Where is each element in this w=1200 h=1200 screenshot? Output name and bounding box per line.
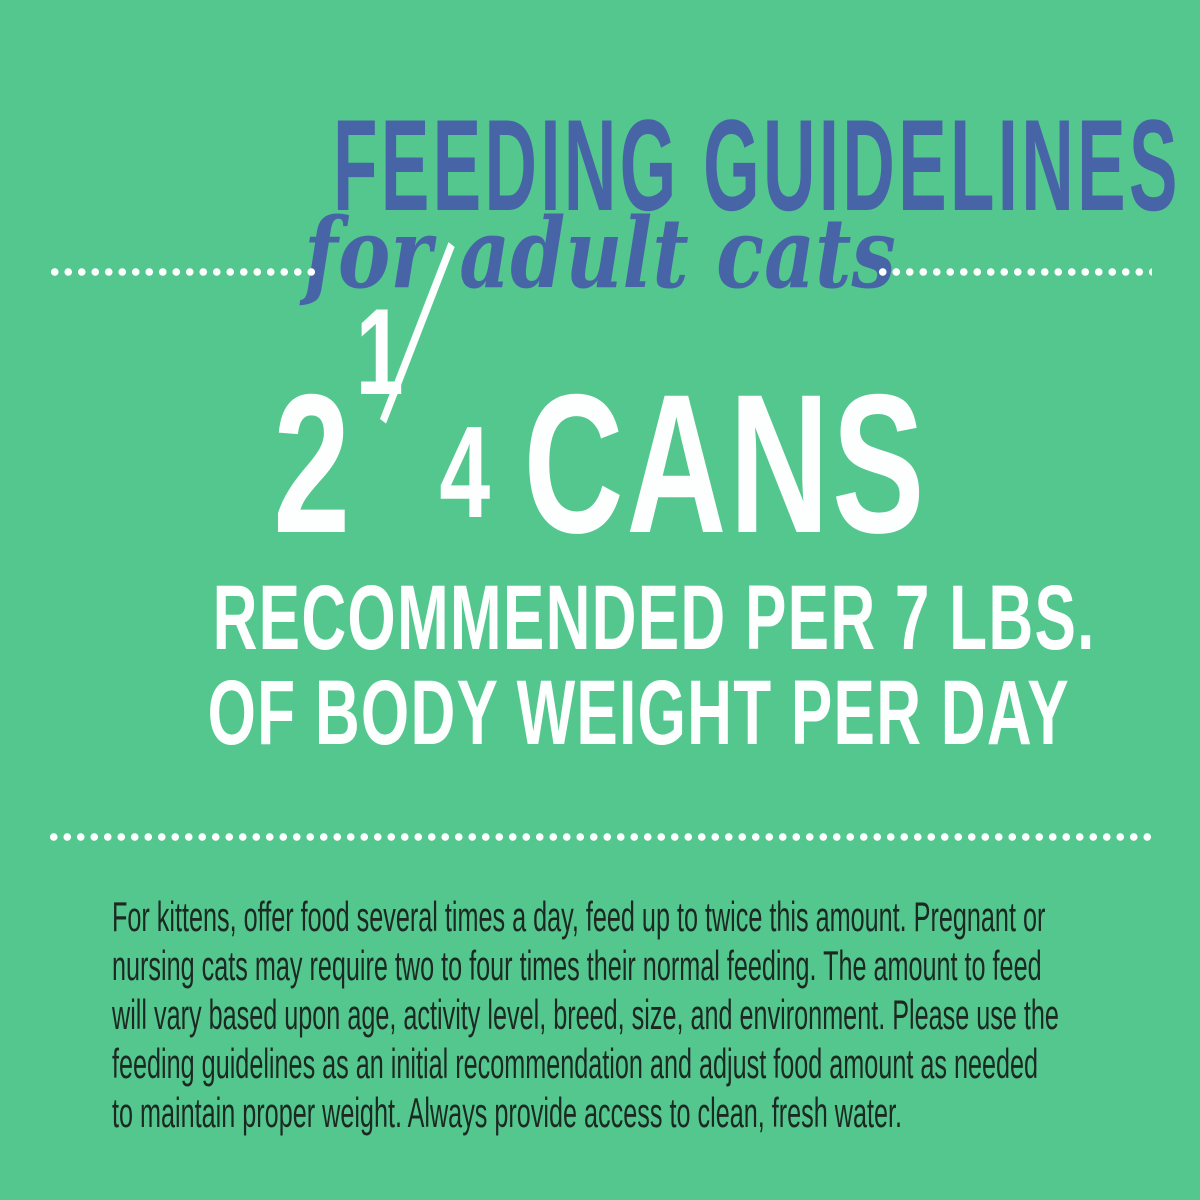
footnote-line: to maintain proper weight. Always provid…: [112, 1089, 903, 1136]
footnote-line: will vary based upon age, activity level…: [112, 991, 1059, 1038]
footnote-line: feeding guidelines as an initial recomme…: [112, 1040, 1039, 1087]
dotted-separator: [47, 833, 1153, 841]
footnote-line: nursing cats may require two to four tim…: [112, 942, 1042, 989]
dosage-detail-line-1: RECOMMENDED PER 7 LBS.: [212, 567, 1096, 669]
fraction-denominator: 4: [439, 399, 490, 546]
page-title-text: FEEDING GUIDELINES: [333, 92, 1181, 238]
footnote-line: For kittens, offer food several times a …: [112, 893, 1046, 940]
amount-fraction: 1 4: [356, 241, 490, 537]
amount-unit: CANS: [523, 353, 928, 574]
dotted-line-left: [48, 268, 320, 276]
page-subtitle: for adult cats: [0, 206, 1200, 302]
dosage-detail-line-2: OF BODY WEIGHT PER DAY: [207, 662, 1070, 764]
dotted-line-right: [876, 268, 1152, 276]
page-subtitle-text: for adult cats: [304, 197, 896, 310]
dosage-amount-text: 2 1 4 CANS: [273, 241, 927, 563]
amount-whole: 2: [272, 353, 351, 574]
footnote-paragraph: For kittens, offer food several times a …: [112, 892, 1084, 1137]
dosage-amount: 2 1 4 CANS: [0, 241, 1200, 563]
page-title: FEEDING GUIDELINES: [0, 100, 1200, 230]
